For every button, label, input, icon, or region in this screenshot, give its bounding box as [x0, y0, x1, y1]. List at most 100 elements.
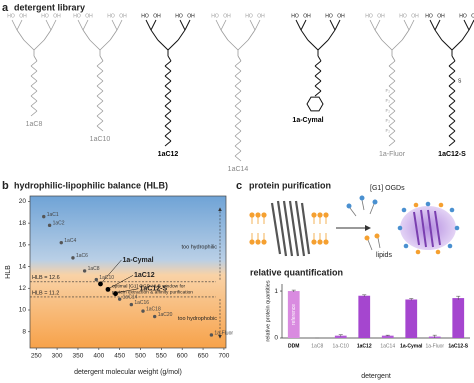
x-tick-label: DDM	[288, 343, 299, 349]
panel-title: detergent library	[14, 2, 85, 12]
bond	[234, 95, 242, 102]
bond	[448, 85, 456, 92]
bond	[164, 130, 172, 137]
bond	[388, 65, 396, 72]
molecule-name: 1aC12-S	[438, 151, 466, 158]
bond	[45, 19, 52, 31]
bond	[434, 29, 443, 41]
bond	[388, 130, 396, 137]
bond	[448, 60, 456, 67]
bond	[314, 80, 322, 87]
bar	[287, 291, 300, 338]
bond	[388, 80, 396, 87]
y-tick-label: 10	[19, 307, 27, 314]
point-label: 1aC18	[146, 306, 161, 312]
plot-frame	[29, 195, 227, 349]
bond	[441, 39, 453, 51]
bond	[388, 85, 396, 92]
bond	[164, 95, 172, 102]
bond	[164, 65, 172, 72]
ogd-label: [G1] OGDs	[370, 185, 405, 192]
bond	[249, 19, 256, 31]
bond	[234, 115, 242, 122]
bond	[179, 19, 186, 31]
bond	[164, 135, 172, 142]
bond	[33, 39, 45, 51]
bond	[43, 29, 52, 41]
bond	[403, 19, 410, 31]
bond	[314, 65, 322, 72]
bond	[448, 65, 456, 72]
hydroxyl: HO	[425, 13, 433, 19]
chart-title: relative quantification	[250, 267, 343, 277]
bond	[96, 125, 104, 132]
bond	[16, 19, 23, 31]
x-tick-label: 250	[31, 353, 42, 360]
panel-title: hydrophilic-lipophilic balance (HLB)	[14, 180, 168, 190]
hydroxyl: OH	[119, 13, 127, 19]
bond	[448, 135, 456, 142]
bond	[150, 29, 159, 41]
bond	[448, 80, 456, 87]
panel-label: a	[2, 2, 9, 14]
y-tick-label: 12	[19, 285, 27, 292]
bond	[96, 70, 104, 77]
bond	[448, 115, 456, 122]
hydroxyl: HO	[73, 13, 81, 19]
leader-line	[108, 275, 134, 289]
bond	[388, 140, 396, 147]
bond	[448, 130, 456, 137]
data-point	[105, 286, 111, 292]
bond	[388, 75, 396, 82]
hydroxyl: OH	[19, 13, 27, 19]
bond	[96, 105, 104, 112]
bond	[164, 80, 172, 87]
molecule-name: 1a-Fluor	[379, 151, 406, 158]
point-label: 1a-Fluor	[214, 330, 233, 336]
bond	[314, 70, 322, 77]
bond	[388, 110, 396, 117]
x-tick-label: 700	[218, 353, 229, 360]
bar	[452, 298, 465, 338]
bond	[234, 130, 242, 137]
point-label: 1a-Cymal	[122, 257, 153, 264]
bond	[314, 75, 322, 82]
point-label: 1aC8	[88, 266, 100, 272]
y-tick-label: 1	[274, 288, 278, 295]
bond	[234, 145, 242, 152]
data-point	[129, 302, 134, 307]
bond	[96, 85, 104, 92]
hydroxyl: OH	[471, 13, 474, 19]
x-tick-label: 600	[177, 353, 188, 360]
window-annotation: protein extraction & affinity purificati…	[112, 290, 193, 296]
bond	[334, 19, 341, 31]
bond	[11, 19, 18, 31]
bond	[448, 110, 456, 117]
bond	[164, 85, 172, 92]
leader-line	[101, 259, 122, 284]
bond	[234, 125, 242, 132]
data-point	[209, 333, 214, 337]
bond	[50, 19, 57, 31]
bond	[388, 60, 396, 67]
bond	[388, 105, 396, 112]
point-label: 1aC12	[134, 272, 155, 279]
panel-label: c	[236, 180, 242, 192]
hydroxyl: HO	[211, 13, 219, 19]
bond	[329, 19, 336, 31]
bond	[99, 39, 111, 51]
point-label: 1aC12-S	[139, 286, 167, 293]
bond	[82, 29, 91, 41]
bond	[96, 95, 104, 102]
y-tick-label: 8	[22, 328, 26, 335]
hydroxyl: OH	[337, 13, 345, 19]
y-axis-title: relative protein quantities	[265, 280, 271, 341]
hydroxyl: OH	[223, 13, 231, 19]
bond	[96, 80, 104, 87]
bond	[314, 90, 322, 97]
molecule-name: 1a-Cymal	[292, 117, 323, 124]
bond	[234, 65, 242, 72]
data-point	[82, 269, 87, 273]
bond	[234, 70, 242, 77]
bond	[157, 39, 169, 51]
